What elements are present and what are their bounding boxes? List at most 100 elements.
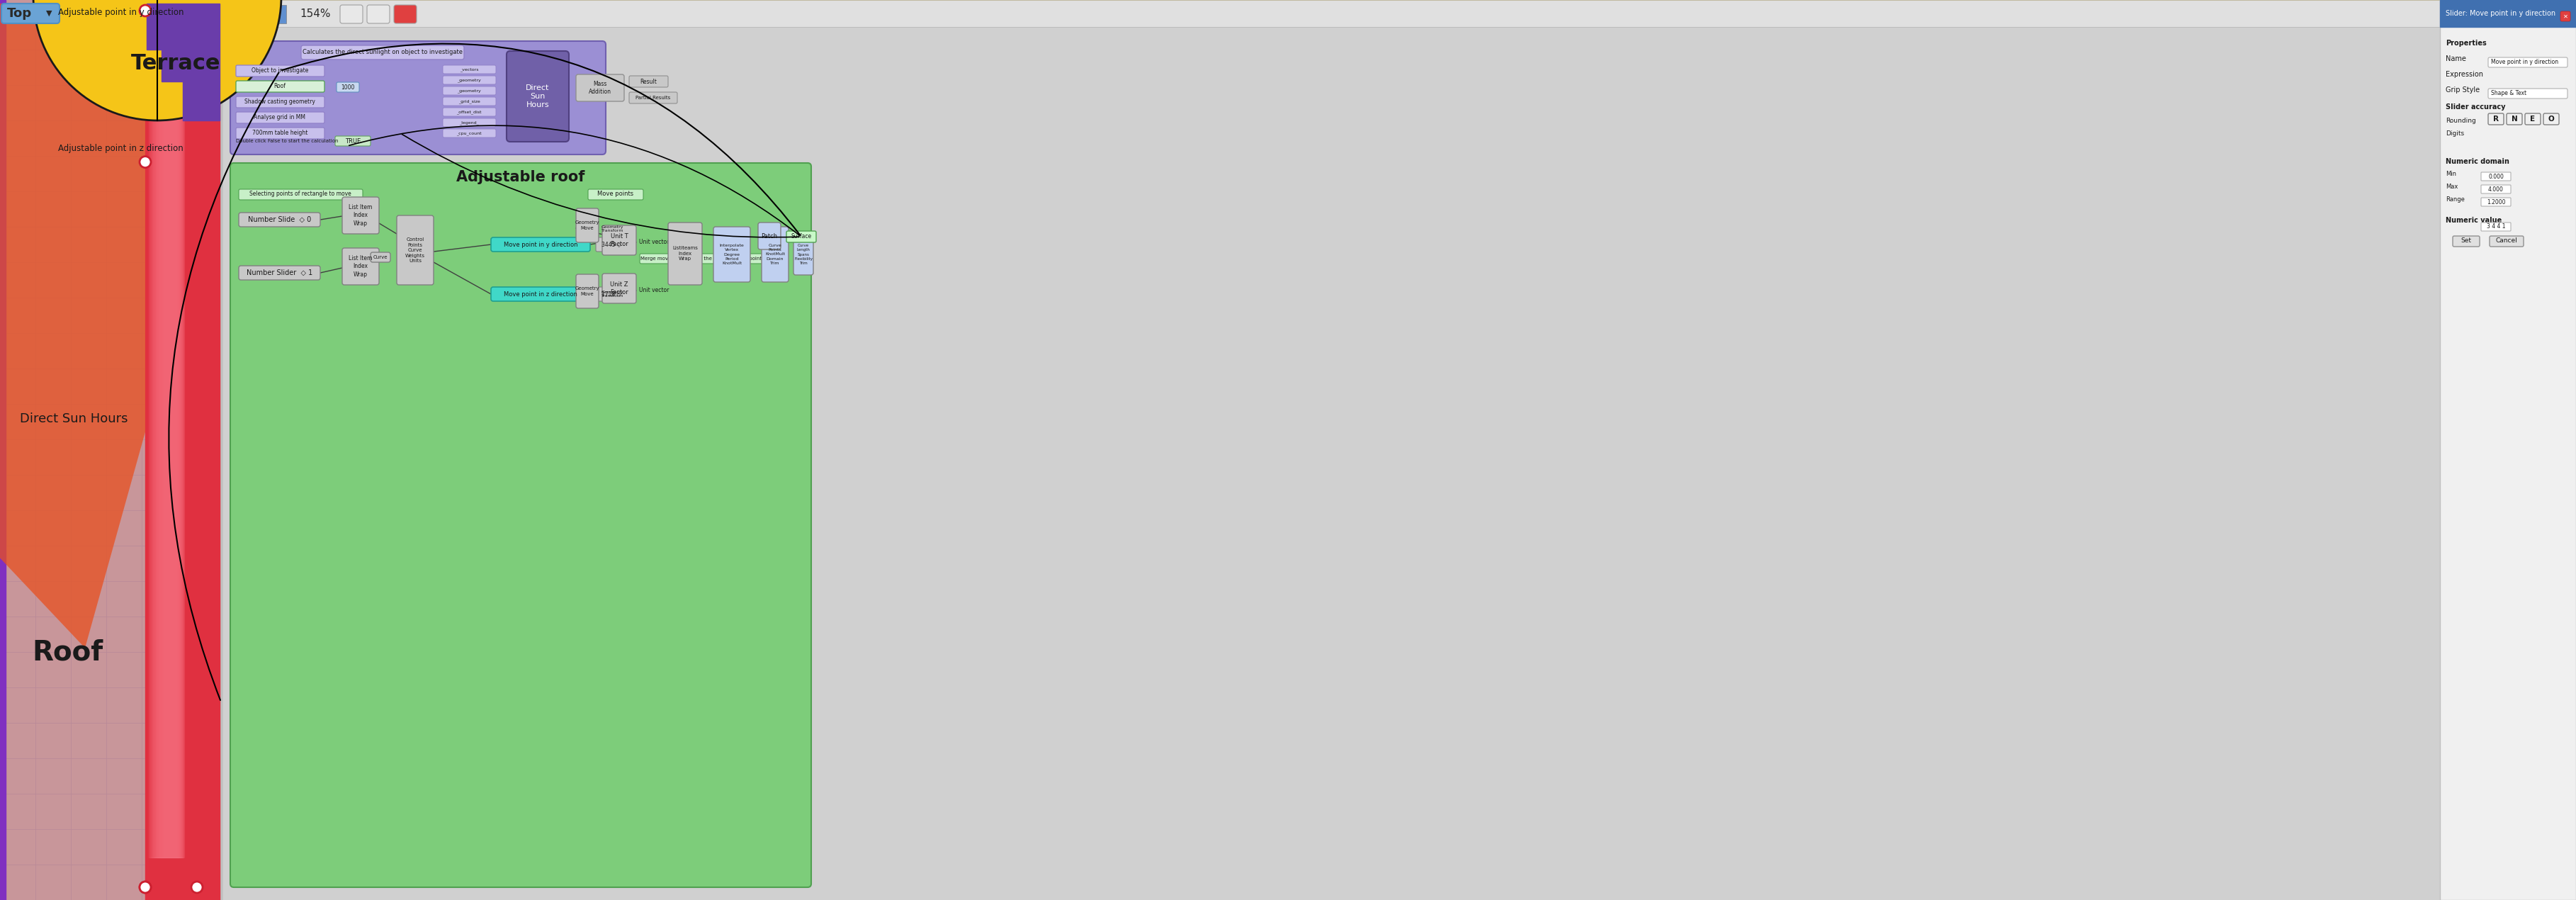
Text: Numeric value: Numeric value: [2445, 217, 2501, 224]
FancyBboxPatch shape: [3, 4, 59, 23]
Bar: [155, 42, 180, 858]
Text: Adjustable point in z direction: Adjustable point in z direction: [59, 144, 183, 153]
Bar: [149, 42, 183, 858]
Text: Double click False to start the calculation: Double click False to start the calculat…: [237, 139, 337, 143]
FancyBboxPatch shape: [2488, 88, 2566, 98]
Text: Geometry
Move: Geometry Move: [574, 220, 600, 230]
Bar: [167, 42, 175, 858]
Bar: [152, 42, 183, 858]
FancyBboxPatch shape: [443, 65, 495, 74]
FancyBboxPatch shape: [587, 189, 644, 200]
FancyBboxPatch shape: [237, 112, 325, 123]
Text: Calculates the direct sunlight on object to investigate: Calculates the direct sunlight on object…: [301, 49, 464, 56]
Circle shape: [139, 882, 152, 893]
Bar: [144, 0, 219, 900]
Text: Curve
Points
KnotMult
Domain
Trim: Curve Points KnotMult Domain Trim: [765, 244, 786, 265]
FancyBboxPatch shape: [301, 45, 464, 59]
FancyBboxPatch shape: [2481, 198, 2509, 206]
FancyBboxPatch shape: [577, 274, 598, 309]
Bar: [247, 5, 265, 23]
FancyBboxPatch shape: [629, 76, 667, 87]
Bar: [2439, 0, 2576, 900]
Text: _cpu_count: _cpu_count: [456, 131, 482, 135]
Text: Move point in y direction: Move point in y direction: [2491, 59, 2558, 66]
FancyBboxPatch shape: [229, 163, 811, 887]
Text: R: R: [2494, 115, 2499, 122]
Text: Number Slide  ◇ 0: Number Slide ◇ 0: [247, 216, 312, 223]
Text: _vectors: _vectors: [459, 68, 479, 71]
Bar: [0, 0, 5, 900]
FancyBboxPatch shape: [595, 287, 626, 302]
Text: Interpolate
Vertex
Degree
Period
KnotMult: Interpolate Vertex Degree Period KnotMul…: [719, 244, 744, 265]
FancyBboxPatch shape: [2481, 185, 2509, 194]
Text: Listiteams
Index
Wrap: Listiteams Index Wrap: [672, 247, 698, 261]
Text: 3445 ◇: 3445 ◇: [600, 241, 621, 248]
Text: Geometry
Move: Geometry Move: [574, 286, 600, 296]
FancyBboxPatch shape: [714, 227, 750, 282]
Wedge shape: [33, 0, 281, 121]
FancyBboxPatch shape: [2452, 236, 2478, 247]
Bar: [224, 0, 2576, 27]
Text: Range: Range: [2445, 196, 2465, 202]
Text: Unit T
Factor: Unit T Factor: [611, 233, 629, 248]
Bar: [227, 5, 245, 23]
Text: Shape & Text: Shape & Text: [2491, 90, 2527, 96]
Text: Max: Max: [2445, 184, 2458, 190]
FancyBboxPatch shape: [237, 65, 325, 77]
Text: Digits: Digits: [2445, 130, 2463, 137]
Text: Patch: Patch: [760, 233, 778, 239]
FancyBboxPatch shape: [2488, 58, 2566, 68]
Text: ▼: ▼: [46, 10, 52, 17]
Text: Move points: Move points: [598, 191, 634, 197]
Text: Roof: Roof: [273, 84, 286, 90]
FancyBboxPatch shape: [595, 238, 626, 252]
FancyBboxPatch shape: [240, 189, 363, 200]
Text: _offset_dist: _offset_dist: [456, 110, 482, 114]
Text: Roof: Roof: [31, 639, 103, 666]
Bar: [165, 42, 175, 858]
Text: Unit Z
Factor: Unit Z Factor: [611, 282, 629, 295]
Bar: [224, 0, 2576, 4]
FancyBboxPatch shape: [2524, 113, 2540, 125]
FancyBboxPatch shape: [371, 252, 389, 262]
Text: List Item
Index
Wrap: List Item Index Wrap: [348, 204, 374, 227]
FancyBboxPatch shape: [443, 86, 495, 95]
Bar: [162, 42, 178, 858]
Text: Geometry
Transform: Geometry Transform: [600, 291, 623, 298]
Text: Set: Set: [2460, 238, 2470, 244]
FancyBboxPatch shape: [343, 197, 379, 234]
FancyBboxPatch shape: [443, 129, 495, 138]
Text: Result: Result: [639, 78, 657, 85]
Text: Unit vector: Unit vector: [639, 287, 670, 293]
Text: O: O: [2548, 115, 2553, 122]
FancyBboxPatch shape: [507, 51, 569, 141]
FancyBboxPatch shape: [2488, 113, 2504, 125]
FancyBboxPatch shape: [337, 82, 358, 92]
Text: Grip Style: Grip Style: [2445, 86, 2478, 94]
FancyBboxPatch shape: [757, 222, 781, 249]
FancyBboxPatch shape: [237, 128, 325, 139]
Text: 154%: 154%: [299, 8, 330, 19]
Bar: [155, 42, 180, 858]
FancyBboxPatch shape: [639, 254, 765, 264]
FancyBboxPatch shape: [786, 231, 817, 242]
Text: Curve
Length
Spans
Flexibility
Trim: Curve Length Spans Flexibility Trim: [793, 244, 811, 265]
Bar: [268, 5, 286, 23]
FancyBboxPatch shape: [240, 212, 319, 227]
Text: Terrace: Terrace: [131, 53, 222, 74]
Bar: [165, 42, 175, 858]
Text: List Item
Index
Wrap: List Item Index Wrap: [348, 256, 374, 277]
Text: 3 4 4 1: 3 4 4 1: [2486, 223, 2504, 230]
Text: Adjustable roof: Adjustable roof: [456, 170, 585, 184]
FancyBboxPatch shape: [229, 41, 605, 155]
Text: 1000: 1000: [340, 84, 355, 90]
Text: Curve: Curve: [374, 255, 386, 259]
FancyBboxPatch shape: [577, 208, 598, 242]
Text: Move point in y direction: Move point in y direction: [502, 241, 577, 248]
FancyBboxPatch shape: [443, 108, 495, 116]
Text: Control
Points
Curve
Weights
Units: Control Points Curve Weights Units: [404, 238, 425, 263]
Text: 0.000: 0.000: [2488, 174, 2504, 180]
Text: N: N: [2512, 115, 2517, 122]
Text: Properties: Properties: [2445, 40, 2486, 47]
Text: _geometry: _geometry: [456, 89, 482, 93]
